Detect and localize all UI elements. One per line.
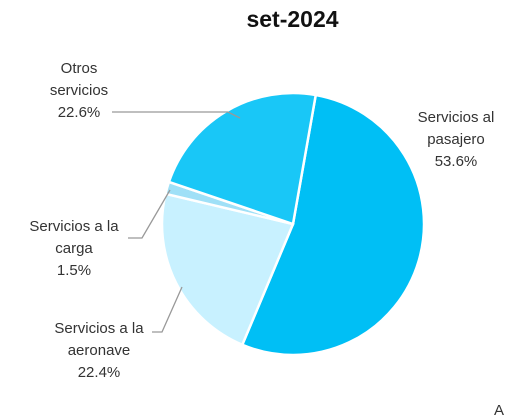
category-label: Servicios al pasajero (417, 109, 495, 148)
category-label: Servicios a la aeronave (54, 320, 144, 359)
slice (160, 192, 295, 347)
value-label: 53.6% (434, 153, 478, 170)
chart-title: set-2024 (246, 6, 339, 32)
slices (160, 91, 426, 357)
category-label: Servicios a la carga (29, 218, 119, 257)
category-label: Otros servicios (49, 60, 109, 99)
slice-label: Servicios a la carga 1.5% (26, 216, 122, 282)
slice-label: Otros servicios 22.6% (40, 58, 118, 124)
value-label: 22.6% (57, 104, 101, 121)
leader-line (128, 189, 171, 239)
value-label: 22.4% (77, 364, 121, 381)
slice-label: Servicios a la aeronave 22.4% (48, 318, 150, 384)
slice (167, 91, 318, 226)
annotation: A (494, 402, 505, 419)
leader-line (152, 286, 183, 333)
slice (240, 93, 426, 357)
leader-line (112, 111, 241, 119)
value-label: 1.5% (56, 262, 92, 279)
slice-label: Servicios al pasajero 53.6% (400, 107, 511, 173)
leader-lines (112, 111, 241, 333)
